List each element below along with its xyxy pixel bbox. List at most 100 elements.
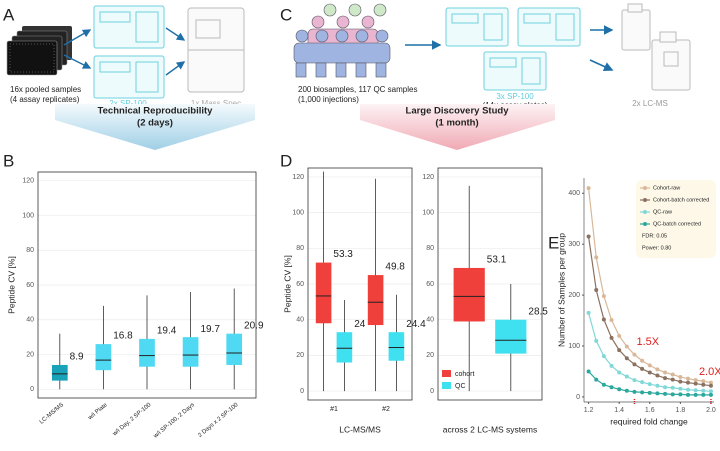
y-tick-label: 300 [568, 241, 580, 248]
y-tick-label: 20 [426, 352, 434, 359]
point [663, 391, 668, 396]
y-axis-label: Peptide CV [%] [282, 255, 292, 313]
legend-swatch [442, 370, 451, 377]
value-label: 19.7 [200, 324, 220, 335]
point [701, 392, 706, 397]
point [678, 392, 683, 397]
point [601, 317, 606, 322]
point [632, 389, 637, 394]
legend-marker [643, 198, 647, 202]
point [708, 380, 713, 385]
banner [55, 104, 255, 150]
point [708, 389, 713, 394]
x-tick-label: 1.4 [614, 407, 624, 414]
point [632, 352, 637, 357]
point [640, 390, 645, 395]
legend-label: QC [455, 383, 466, 390]
point [609, 318, 614, 323]
point [624, 374, 629, 379]
diagram-text: 1x Mass Spec [191, 99, 241, 108]
y-tick-label: 20 [26, 351, 34, 358]
point [693, 381, 698, 386]
banner-subtitle: (1 month) [435, 118, 478, 129]
y-tick-label: 200 [568, 292, 580, 299]
point [594, 288, 599, 292]
point [601, 294, 606, 299]
legend-swatch [442, 382, 451, 389]
panel-letter: D [280, 151, 292, 170]
point [708, 383, 713, 388]
point [640, 366, 645, 371]
x-tick-label: #2 [382, 406, 390, 413]
people [293, 3, 391, 78]
y-tick-label: 60 [26, 282, 34, 289]
point [701, 379, 706, 384]
x-axis-label: LC-MS/MS [339, 424, 381, 434]
point [617, 370, 622, 375]
point [617, 387, 622, 392]
y-tick-label: 120 [22, 178, 34, 185]
x-tick-label: 2 Days x 2 SP-100 [197, 402, 240, 439]
value-label: 53.1 [487, 255, 507, 266]
point [632, 378, 637, 383]
point [586, 310, 591, 315]
x-tick-label: 1.6 [645, 407, 655, 414]
box [139, 338, 155, 367]
plot-frame [307, 167, 413, 401]
diagram-text: 2x LC-MS [632, 99, 668, 108]
banner-subtitle: (2 days) [137, 118, 173, 129]
annotation: 2.0X [699, 366, 720, 378]
y-tick-label: 40 [26, 317, 34, 324]
diagram-text: 16x pooled samples [10, 85, 81, 94]
value-label: 24 [354, 319, 366, 330]
point [663, 385, 668, 390]
legend-marker [643, 210, 647, 214]
banner-title: Large Discovery Study [406, 106, 510, 117]
point [686, 392, 690, 397]
point [609, 385, 614, 390]
value-label: 24.4 [406, 319, 426, 330]
value-label: 16.8 [113, 331, 133, 342]
y-tick-label: 20 [296, 352, 304, 359]
mass-spec-icon [187, 7, 245, 93]
legend-label: Cohort-batch corrected [653, 197, 709, 203]
panel-letter: C [280, 5, 292, 24]
y-axis-label: Number of Samples per group [556, 233, 566, 347]
point [617, 333, 622, 338]
x-axis-label: across 2 LC-MS systems [443, 424, 537, 434]
point [693, 388, 698, 393]
plot-frame [437, 167, 543, 401]
point [655, 391, 660, 396]
box [95, 344, 112, 371]
panel-letter: B [3, 151, 14, 170]
x-tick-label: 2.0 [706, 407, 716, 414]
box [182, 337, 199, 367]
y-tick-label: 100 [22, 212, 34, 219]
lcms-icons [621, 3, 691, 91]
y-tick-label: 120 [422, 174, 434, 181]
point [678, 386, 683, 391]
point [640, 380, 645, 385]
legend-label: QC-raw [653, 209, 672, 215]
box [51, 364, 68, 381]
box [495, 319, 527, 354]
point [678, 375, 683, 380]
y-tick-label: 60 [296, 281, 304, 288]
point [670, 377, 675, 382]
y-tick-label: 40 [296, 317, 304, 324]
point [693, 392, 698, 397]
diagram-text: (1,000 injections) [298, 95, 359, 104]
x-axis-label: required fold change [610, 416, 688, 426]
point [617, 348, 622, 353]
point [594, 377, 599, 382]
x-tick-label: w/i Day, 2 SP-100 [111, 402, 153, 438]
x-tick-label: 1.8 [675, 407, 685, 414]
point [624, 344, 629, 349]
x-tick-label: LC-MS/MS [39, 402, 65, 425]
x-tick-label: #1 [330, 406, 338, 413]
point [586, 186, 591, 191]
panel-c: C 200 biosamples, 117 QC samples (1,000 … [280, 3, 691, 150]
point [624, 388, 629, 393]
